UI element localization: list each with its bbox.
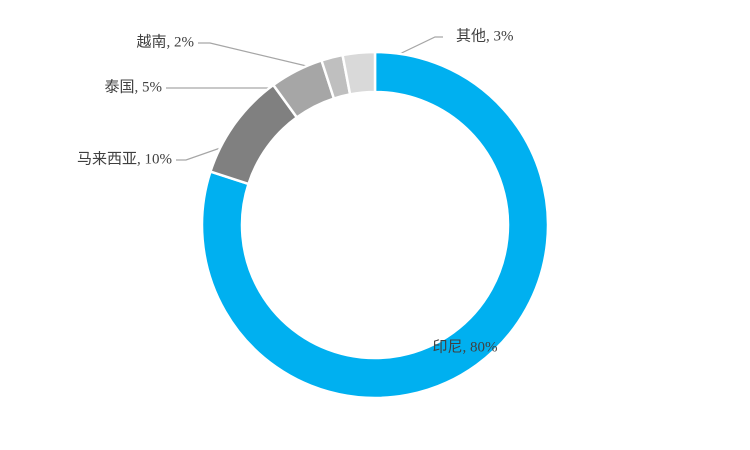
leader-line [198,42,337,74]
data-label: 越南, 2% [137,33,195,50]
data-label: 泰国, 5% [105,78,163,95]
data-label: 印尼, 80% [433,338,498,355]
donut-slice [341,50,377,96]
data-label: 马来西亚, 10% [77,150,172,167]
donut-slice [200,50,550,400]
data-label: 其他, 3% [456,27,514,44]
